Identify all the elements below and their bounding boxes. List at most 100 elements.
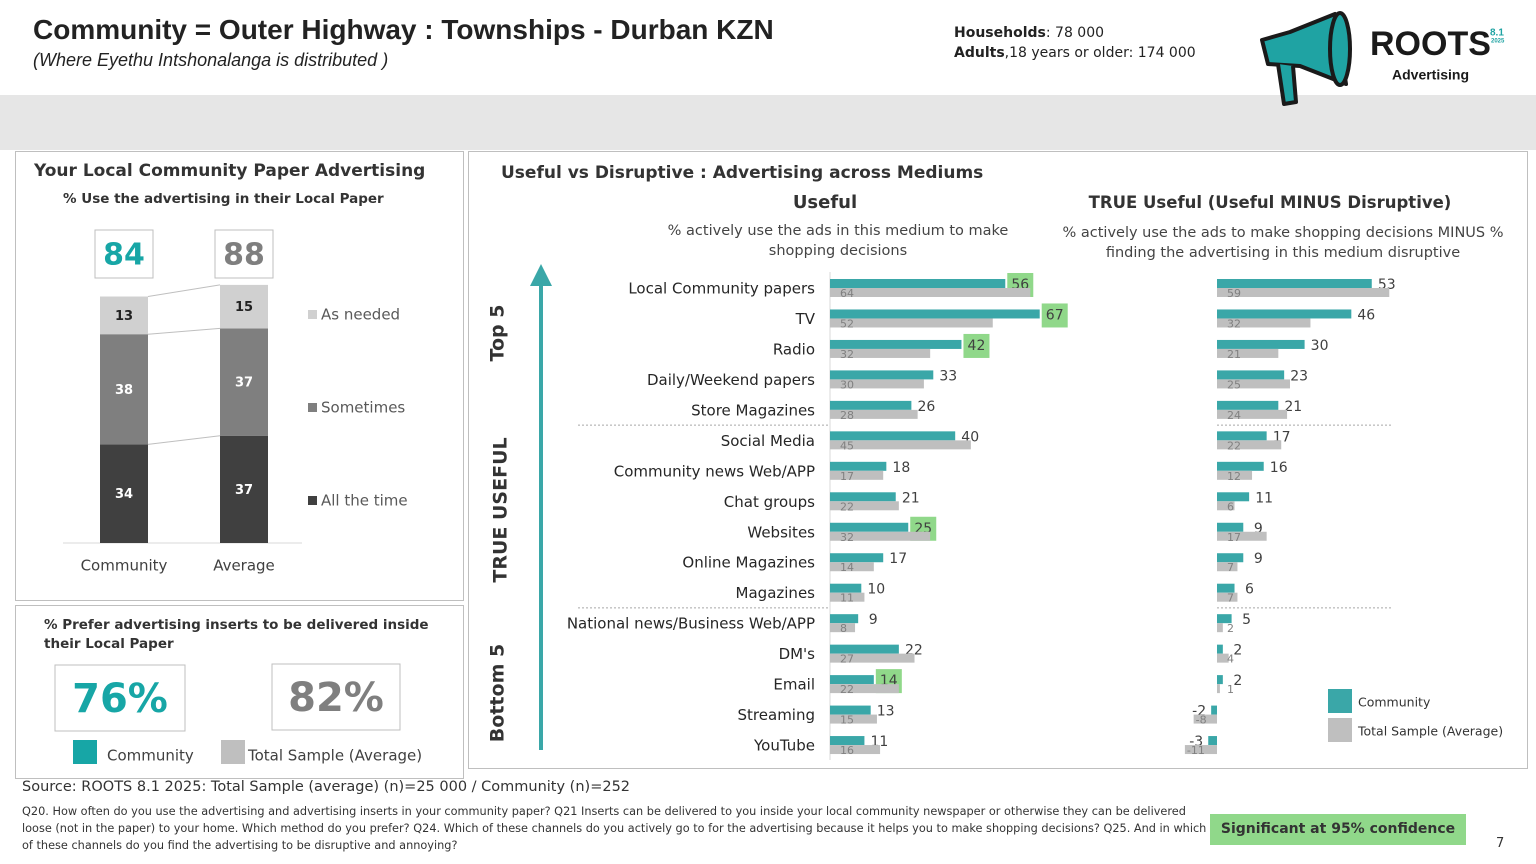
kpi-value: 76% [72,676,168,722]
bar [830,309,1040,319]
panel [15,151,464,601]
panel [15,605,464,779]
connector [147,435,221,445]
value-label: 27 [840,653,854,666]
value-label: 17 [1227,531,1241,544]
bar [1217,309,1352,319]
value-label: 2 [1233,643,1242,659]
bar [830,348,931,358]
segment-label: 37 [235,483,253,498]
value-label: 16 [1270,460,1288,476]
bar [830,592,865,602]
stat-text: : 78 000 [1045,25,1105,41]
bar [1217,653,1229,663]
value-label: 4 [1227,653,1234,666]
value-label: 21 [1227,348,1241,361]
y-tick-label: Magazines [736,584,816,602]
bar [830,400,912,410]
bar-segment [100,296,148,335]
value-label: 22 [840,500,854,513]
value-label: -8 [1196,714,1207,727]
legend-swatch [1328,718,1352,742]
connector [147,327,221,335]
bar [830,684,899,694]
bar [1217,370,1285,380]
stat-label: Adults [954,45,1005,61]
value-label: 9 [1254,521,1263,537]
value-label: 12 [1227,470,1241,483]
total-box [214,229,274,279]
bar [830,745,881,755]
megaphone [1260,12,1348,86]
y-tick-label: YouTube [753,737,815,755]
legend-swatch [308,496,317,505]
value-label: 32 [840,531,854,544]
bar [1217,431,1267,441]
value-label: 30 [1311,338,1329,354]
logo-name: ROOTS [1370,25,1491,63]
value-label: 11 [1255,490,1273,506]
kpi-box [54,664,186,732]
page-title: Community = Outer Highway : Townships - … [33,14,774,45]
value-label: 22 [1227,439,1241,452]
bar [1217,531,1267,541]
y-tick-label: Community news Web/APP [614,462,815,480]
bar [830,370,934,380]
kpi-box [271,663,401,731]
y-tick-label: Email [773,676,815,694]
value-label: 21 [902,490,920,506]
bar [830,644,899,654]
value-label: 16 [840,744,854,757]
value-label: 52 [840,317,854,330]
bar [1217,279,1372,288]
significance-badge: Significant at 95% confidence [1210,814,1466,845]
bar [830,431,956,441]
bar [1217,318,1311,328]
total-box [94,229,154,279]
value-label: 17 [889,551,907,567]
bar [830,339,962,349]
chart-title: Your Local Community Paper Advertising [34,161,426,181]
megaphone-handle [1276,63,1298,106]
section-label: TRUE USEFUL [490,437,512,582]
section-label: Bottom 5 [487,644,509,742]
bar [1184,745,1217,755]
legend-label: Community [1358,695,1431,710]
bar [830,318,993,328]
value-label: 6 [1245,582,1254,598]
bar-segment [100,444,148,543]
bar-segment [220,435,268,543]
y-tick-label: Streaming [738,706,815,724]
stat-label: Households [954,25,1046,41]
bar [830,470,884,480]
bar [830,736,865,746]
value-label: 59 [1227,287,1241,300]
bar [830,623,856,633]
bar [830,440,971,450]
value-label: 42 [968,338,986,354]
page-subtitle: (Where Eyethu Intshonalanga is distribut… [33,50,389,70]
bar [830,522,909,532]
bar [1217,440,1282,450]
value-label: 8 [840,622,847,635]
segment-label: 15 [235,300,253,315]
value-label: 11 [840,592,854,605]
bar [1217,470,1253,480]
segment-label: 34 [115,487,133,502]
bar [830,501,899,511]
y-tick-label: Local Community papers [628,280,815,298]
legend-swatch [308,310,317,319]
segment-label: 37 [235,376,253,391]
bar [1217,339,1305,349]
bar [830,279,1006,288]
megaphone-bell [1328,11,1352,87]
bar [830,675,874,685]
bar [830,288,1031,297]
value-label: 17 [840,470,854,483]
legend-swatch [1328,689,1352,713]
value-label: 33 [939,368,957,384]
panel-title: Useful vs Disruptive : Advertising acros… [501,163,984,183]
chart-subtitle: % Use the advertising in their Local Pap… [63,191,384,207]
